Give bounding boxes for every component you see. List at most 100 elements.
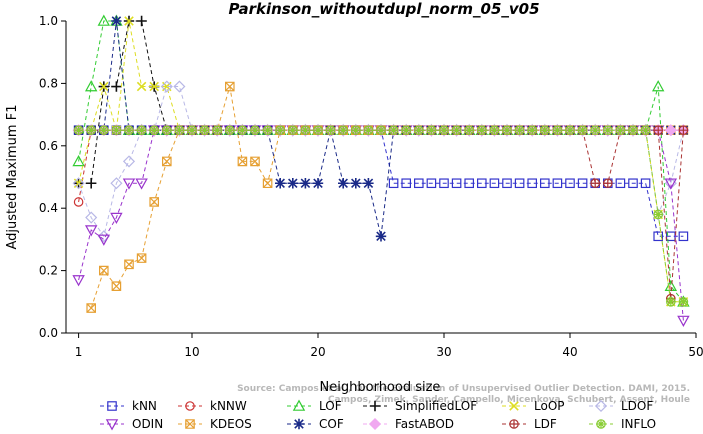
data-point-inflo <box>388 125 399 135</box>
data-point-ldf <box>590 178 601 189</box>
data-point-inflo <box>439 125 449 135</box>
data-point-ldof <box>72 177 85 190</box>
data-point-inflo <box>615 125 626 135</box>
legend-item-lof: LOF <box>287 399 342 413</box>
data-point-odin <box>677 315 690 327</box>
legend-label-fastabod: FastABOD <box>395 417 454 431</box>
y-tick-label: 1.0 <box>39 14 58 28</box>
legend-label-loop: LoOP <box>534 399 565 413</box>
legend-marker-ldf <box>509 419 519 429</box>
data-point-inflo <box>313 125 323 135</box>
data-point-lof <box>84 80 98 92</box>
legend-marker-lof <box>292 399 306 411</box>
data-point-kdeos <box>149 197 159 207</box>
legend-marker-knnw <box>185 401 195 411</box>
y-tick-label: 0.4 <box>39 201 58 215</box>
legend-label-knnw: kNNW <box>210 399 247 413</box>
data-point-knn <box>628 178 638 189</box>
legend-label-cof: COF <box>319 417 344 431</box>
legend-marker-cof <box>293 418 305 430</box>
data-point-knn <box>653 231 663 242</box>
data-point-fastabod <box>664 124 677 137</box>
data-point-odin <box>135 178 148 190</box>
x-tick-label: 10 <box>184 345 199 359</box>
data-point-odin <box>97 234 111 246</box>
data-point-knn <box>502 178 512 189</box>
data-point-inflo <box>678 297 689 307</box>
data-point-inflo <box>136 125 147 135</box>
data-point-lof <box>72 154 85 167</box>
data-point-simplifiedlof <box>86 178 97 189</box>
data-point-odin <box>72 275 85 287</box>
data-point-knn <box>552 178 563 189</box>
data-point-inflo <box>577 125 588 135</box>
legend-item-kdeos: KDEOS <box>178 417 252 431</box>
data-point-inflo <box>99 125 109 135</box>
data-point-inflo <box>426 125 437 135</box>
data-point-inflo <box>262 125 273 135</box>
data-point-inflo <box>363 125 374 135</box>
data-point-ldof <box>97 230 110 243</box>
watermark-line-2: Campos, Zimek, Sander, Campello, Micenko… <box>328 395 690 405</box>
legend-marker-fastabod <box>368 417 382 431</box>
data-point-inflo <box>187 125 197 135</box>
legend-label-kdeos: KDEOS <box>210 417 252 431</box>
legend-label-ldf: LDF <box>534 417 557 431</box>
data-point-inflo <box>477 125 487 135</box>
series-layer <box>72 14 690 327</box>
x-tick-label: 40 <box>562 345 577 359</box>
legend-label-knn: kNN <box>132 399 157 413</box>
data-point-inflo <box>464 125 475 135</box>
data-point-inflo <box>666 297 676 307</box>
data-point-inflo <box>225 125 235 135</box>
y-tick-label: 0.8 <box>39 76 58 90</box>
data-point-kdeos <box>262 178 273 189</box>
data-point-knn <box>514 178 525 189</box>
data-point-ldof <box>160 80 173 93</box>
legend-marker-inflo <box>596 419 606 429</box>
data-point-kdeos <box>250 156 260 167</box>
data-point-knnw <box>73 197 84 207</box>
data-point-cof <box>287 178 298 189</box>
data-point-knn <box>451 178 462 189</box>
data-point-inflo <box>199 125 210 135</box>
data-point-ldof <box>122 155 136 168</box>
data-point-knn <box>439 178 449 189</box>
data-point-inflo <box>514 125 525 135</box>
y-tick-label: 0.6 <box>39 139 58 153</box>
data-point-inflo <box>489 125 500 135</box>
data-point-knn <box>565 178 575 189</box>
data-point-loop <box>124 16 134 26</box>
data-point-inflo <box>73 125 84 135</box>
legend-marker-ldof <box>594 399 608 413</box>
data-point-kdeos <box>111 281 122 291</box>
x-tick-label: 50 <box>688 345 703 359</box>
data-point-inflo <box>275 125 286 135</box>
legend-label-ldof: LDOF <box>621 399 653 413</box>
data-point-knn <box>426 178 437 189</box>
x-axis-label: Neighborhood size <box>320 380 441 395</box>
data-point-inflo <box>86 125 97 135</box>
legend-item-ldof: LDOF <box>589 399 653 413</box>
data-point-ldf <box>678 125 689 135</box>
data-point-lof <box>97 14 111 26</box>
data-point-inflo <box>590 125 601 135</box>
legend-marker-simplifiedlof <box>369 400 381 412</box>
data-point-inflo <box>502 125 512 135</box>
data-point-inflo <box>149 125 160 135</box>
data-point-inflo <box>325 125 336 135</box>
data-point-inflo <box>111 125 122 135</box>
data-point-kdeos <box>136 253 147 263</box>
y-tick-label: 0.2 <box>39 264 58 278</box>
data-point-cof <box>275 178 286 189</box>
legend-item-simplifiedlof: SimplifiedLOF <box>363 399 477 413</box>
data-point-knn <box>640 178 651 189</box>
legend: kNN kNNW LOF SimplifiedLOF LoOP LDOF ODIN KDEOS… <box>100 399 656 431</box>
data-point-inflo <box>401 125 412 135</box>
data-point-odin <box>122 178 136 190</box>
data-point-inflo <box>376 125 386 135</box>
data-point-loop <box>136 81 147 92</box>
data-point-inflo <box>162 125 172 135</box>
data-point-inflo <box>174 125 185 135</box>
